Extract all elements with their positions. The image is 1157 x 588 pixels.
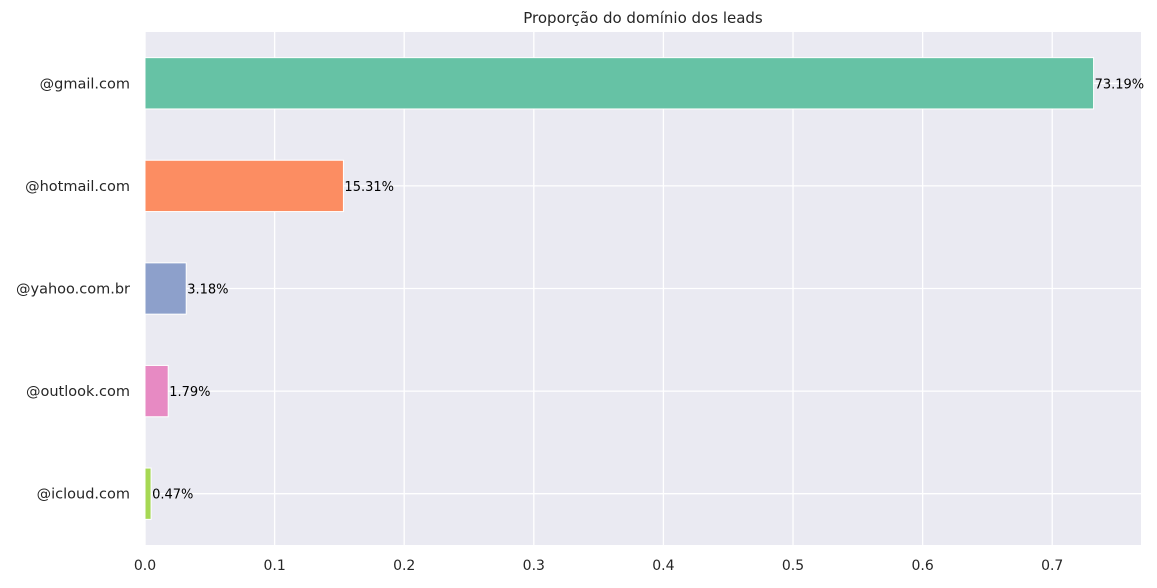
bar-yahoocombr: [144, 262, 187, 315]
x-tick-label: 0.5: [782, 558, 804, 574]
bar-hotmailcom: [144, 159, 344, 213]
bar-gmailcom: [144, 57, 1095, 110]
x-tick-label: 0.4: [652, 558, 674, 574]
bar-icloudcom: [144, 467, 152, 520]
y-tick-label: @outlook.com: [26, 384, 130, 400]
value-label: 3.18%: [187, 283, 228, 298]
x-tick-labels: 0.0 0.1 0.2 0.3 0.4 0.5 0.6 0.7: [134, 558, 1063, 574]
bars: [144, 57, 1095, 520]
chart-title: Proporção do domínio dos leads: [523, 9, 763, 27]
y-tick-labels: @gmail.com @hotmail.com @yahoo.com.br @outl…: [16, 76, 130, 502]
y-tick-label: @icloud.com: [37, 487, 130, 503]
y-tick-label: @yahoo.com.br: [16, 282, 130, 298]
x-tick-label: 0.2: [393, 558, 415, 574]
bar-outlookcom: [144, 364, 169, 418]
x-tick-label: 0.6: [911, 558, 933, 574]
value-label: 0.47%: [152, 488, 193, 503]
x-tick-label: 0.3: [523, 558, 545, 574]
value-label: 1.79%: [169, 385, 210, 400]
x-tick-label: 0.0: [134, 558, 156, 574]
x-tick-label: 0.1: [263, 558, 285, 574]
value-label: 15.31%: [344, 180, 394, 195]
y-tick-label: @gmail.com: [40, 76, 130, 92]
x-tick-label: 0.7: [1041, 558, 1063, 574]
value-labels: 73.19% 15.31% 3.18% 1.79% 0.47%: [152, 77, 1144, 502]
value-label: 73.19%: [1095, 77, 1145, 92]
y-tick-label: @hotmail.com: [25, 179, 130, 195]
